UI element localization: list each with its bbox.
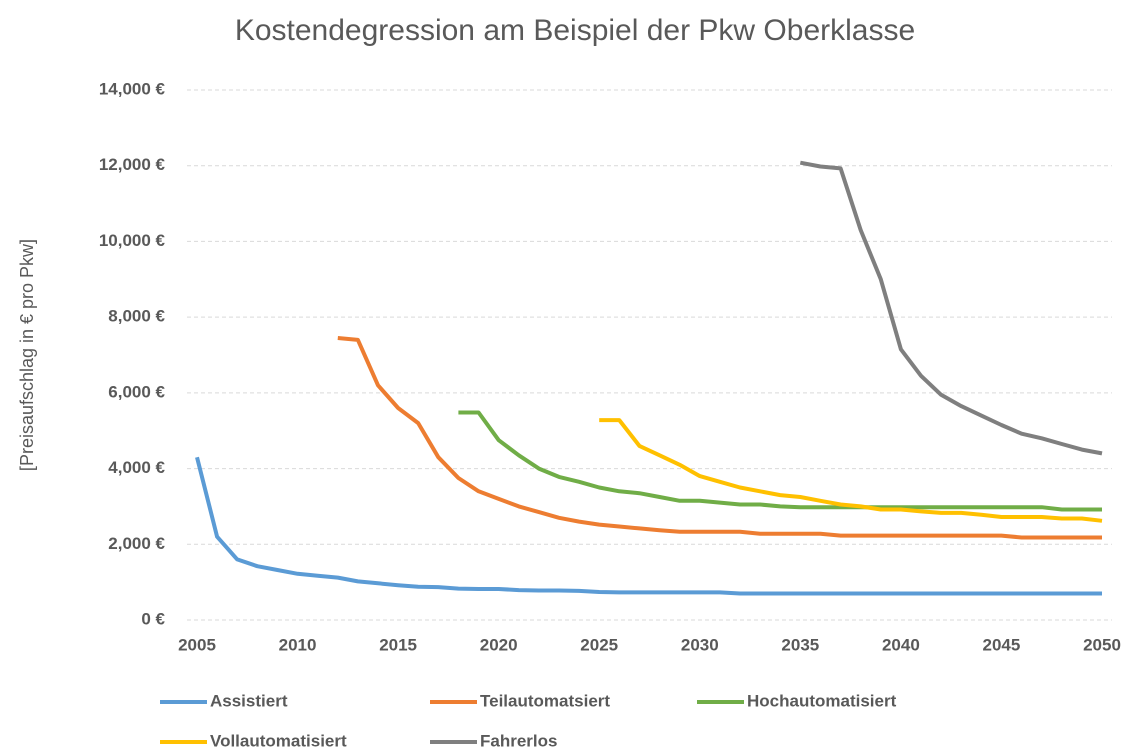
y-tick-label: 0 € [141, 609, 165, 628]
x-tick-label: 2020 [480, 635, 518, 654]
line [458, 410, 1102, 512]
y-tick-label: 10,000 € [99, 231, 166, 250]
y-axis-label: [Preisaufschlag in € pro Pkw] [17, 239, 37, 471]
x-tick-label: 2035 [781, 635, 819, 654]
line [799, 160, 1103, 456]
x-tick-label: 2015 [379, 635, 417, 654]
legend-label: Vollautomatisiert [210, 731, 347, 750]
legend-label: Assistiert [210, 691, 288, 710]
x-tick-label: 2040 [882, 635, 920, 654]
y-tick-label: 6,000 € [108, 382, 165, 401]
y-tick-label: 4,000 € [108, 458, 165, 477]
x-tick-label: 2030 [681, 635, 719, 654]
y-tick-label: 2,000 € [108, 534, 165, 553]
x-tick-label: 2045 [983, 635, 1021, 654]
line [195, 456, 1102, 596]
x-tick-label: 2005 [178, 635, 216, 654]
legend-label: Hochautomatisiert [747, 691, 897, 710]
line [337, 336, 1102, 540]
chart-title: Kostendegression am Beispiel der Pkw Obe… [235, 14, 915, 47]
y-tick-label: 12,000 € [99, 155, 166, 174]
x-tick-label: 2010 [279, 635, 317, 654]
y-tick-label: 8,000 € [108, 307, 165, 326]
line [599, 418, 1103, 523]
x-tick-label: 2050 [1083, 635, 1121, 654]
x-tick-label: 2025 [580, 635, 618, 654]
legend-label: Teilautomatsiert [480, 691, 610, 710]
legend-label: Fahrerlos [480, 731, 557, 750]
y-tick-label: 14,000 € [99, 79, 166, 98]
